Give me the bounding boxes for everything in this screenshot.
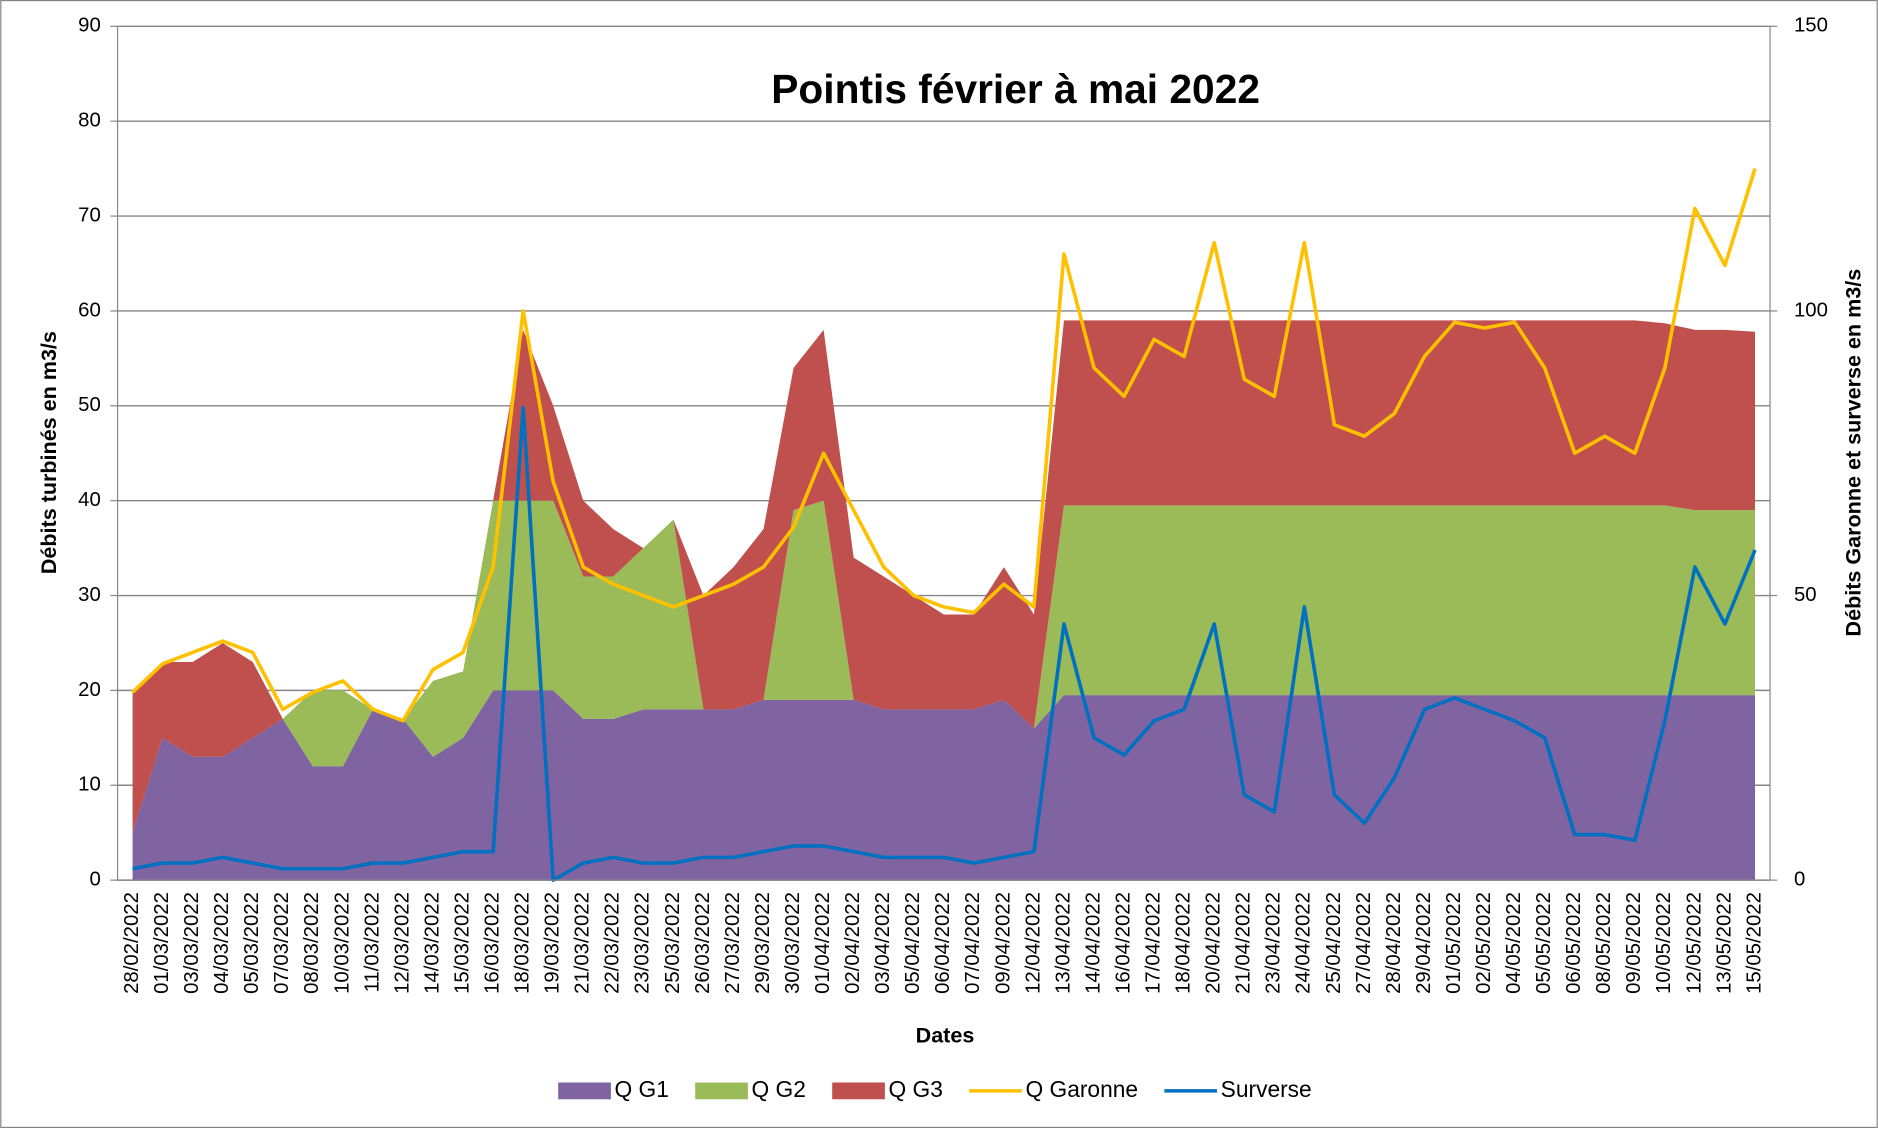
area <box>132 690 1756 881</box>
legend-swatch <box>832 1082 885 1100</box>
x-tick-label: 21/04/2022 <box>1233 892 1255 994</box>
legend-label: Q G1 <box>614 1076 668 1102</box>
x-tick-label: 17/04/2022 <box>1142 892 1164 994</box>
x-tick-label: 22/03/2022 <box>602 892 624 994</box>
x-tick-label: 14/04/2022 <box>1082 892 1104 994</box>
y2-tick-label: 100 <box>1794 299 1828 321</box>
y-tick-label: 40 <box>78 489 101 511</box>
line <box>131 168 1757 723</box>
area <box>132 320 1756 833</box>
x-tick-label: 16/04/2022 <box>1112 892 1134 994</box>
y-tick-label: 70 <box>78 204 101 226</box>
x-tick-label: 12/03/2022 <box>391 892 413 994</box>
x-tick-label: 18/03/2022 <box>512 892 534 994</box>
x-tick-label: 15/05/2022 <box>1743 892 1765 994</box>
y-tick-label: 10 <box>78 774 101 796</box>
y-tick-label: 20 <box>78 679 101 701</box>
x-tick-label: 04/05/2022 <box>1503 892 1525 994</box>
area <box>132 500 1756 833</box>
x-tick-label: 15/03/2022 <box>451 892 473 994</box>
x-tick-label: 10/03/2022 <box>331 892 353 994</box>
x-tick-label: 27/03/2022 <box>722 892 744 994</box>
x-tick-label: 27/04/2022 <box>1353 892 1375 994</box>
x-tick-label: 09/05/2022 <box>1623 892 1645 994</box>
x-tick-label: 10/05/2022 <box>1653 892 1675 994</box>
x-tick-label: 06/05/2022 <box>1563 892 1585 994</box>
x-tick-label: 24/04/2022 <box>1293 892 1315 994</box>
x-tick-label: 21/03/2022 <box>572 892 594 994</box>
x-tick-label: 18/04/2022 <box>1173 892 1195 994</box>
x-tick-label: 16/03/2022 <box>481 892 503 994</box>
x-tick-label: 07/04/2022 <box>962 892 984 994</box>
x-tick-label: 11/03/2022 <box>361 892 383 992</box>
x-tick-label: 07/03/2022 <box>271 892 293 994</box>
x-tick-label: 13/04/2022 <box>1052 892 1074 994</box>
y-tick-label: 50 <box>78 394 101 416</box>
x-tick-label: 02/05/2022 <box>1473 892 1495 994</box>
x-tick-label: 23/03/2022 <box>632 892 654 994</box>
x-tick-label: 26/03/2022 <box>692 892 714 994</box>
x-tick-label: 05/03/2022 <box>241 892 263 994</box>
x-tick-label: 09/04/2022 <box>992 892 1014 994</box>
y2-tick-label: 0 <box>1794 869 1805 891</box>
x-tick-label: 03/04/2022 <box>872 892 894 994</box>
x-tick-label: 01/03/2022 <box>151 892 173 994</box>
y-tick-label: 90 <box>78 15 101 37</box>
x-tick-label: 12/04/2022 <box>1022 892 1044 994</box>
x-tick-label: 20/04/2022 <box>1203 892 1225 994</box>
legend-swatch <box>695 1082 748 1100</box>
legend-label: Q Garonne <box>1025 1076 1138 1102</box>
x-tick-label: 08/03/2022 <box>301 892 323 994</box>
x-tick-label: 12/05/2022 <box>1683 892 1705 994</box>
y-tick-label: 0 <box>89 869 100 891</box>
line <box>132 405 1757 882</box>
x-tick-label: 05/05/2022 <box>1533 892 1555 994</box>
x-tick-label: 19/03/2022 <box>542 892 564 994</box>
y-tick-label: 30 <box>78 584 101 606</box>
x-tick-label: 01/05/2022 <box>1443 892 1465 994</box>
x-tick-label: 28/04/2022 <box>1383 892 1405 994</box>
x-tick-label: 30/03/2022 <box>782 892 804 994</box>
x-tick-label: 29/03/2022 <box>752 892 774 994</box>
y2-tick-label: 50 <box>1794 584 1817 606</box>
x-tick-label: 01/04/2022 <box>812 892 834 994</box>
x-tick-label: 25/04/2022 <box>1323 892 1345 994</box>
plot-area <box>117 25 1771 882</box>
x-tick-label: 28/02/2022 <box>121 892 143 994</box>
x-tick-label: 29/04/2022 <box>1413 892 1435 994</box>
x-tick-label: 05/04/2022 <box>902 892 924 994</box>
x-tick-label: 23/04/2022 <box>1263 892 1285 994</box>
x-tick-label: 08/05/2022 <box>1593 892 1615 994</box>
x-tick-label: 13/05/2022 <box>1713 892 1735 994</box>
x-tick-label: 03/03/2022 <box>181 892 203 994</box>
legend-label: Surverse <box>1221 1076 1312 1102</box>
y2-axis-title: Débits Garonne et surverse en m3/s <box>1841 269 1866 637</box>
legend-label: Q G2 <box>751 1076 805 1102</box>
legend-swatch <box>558 1082 611 1100</box>
chart-title: Pointis février à mai 2022 <box>771 66 1260 112</box>
y-tick-label: 80 <box>78 110 101 132</box>
y-axis-title: Débits turbinés en m3/s <box>36 331 61 574</box>
legend-label: Q G3 <box>888 1076 942 1102</box>
x-axis-title: Dates <box>916 1023 975 1048</box>
x-tick-label: 04/03/2022 <box>211 892 233 994</box>
x-tick-label: 06/04/2022 <box>932 892 954 994</box>
y-tick-label: 60 <box>78 299 101 321</box>
y2-tick-label: 150 <box>1794 15 1828 37</box>
x-tick-label: 14/03/2022 <box>421 892 443 994</box>
x-tick-label: 25/03/2022 <box>662 892 684 994</box>
x-tick-label: 02/04/2022 <box>842 892 864 994</box>
